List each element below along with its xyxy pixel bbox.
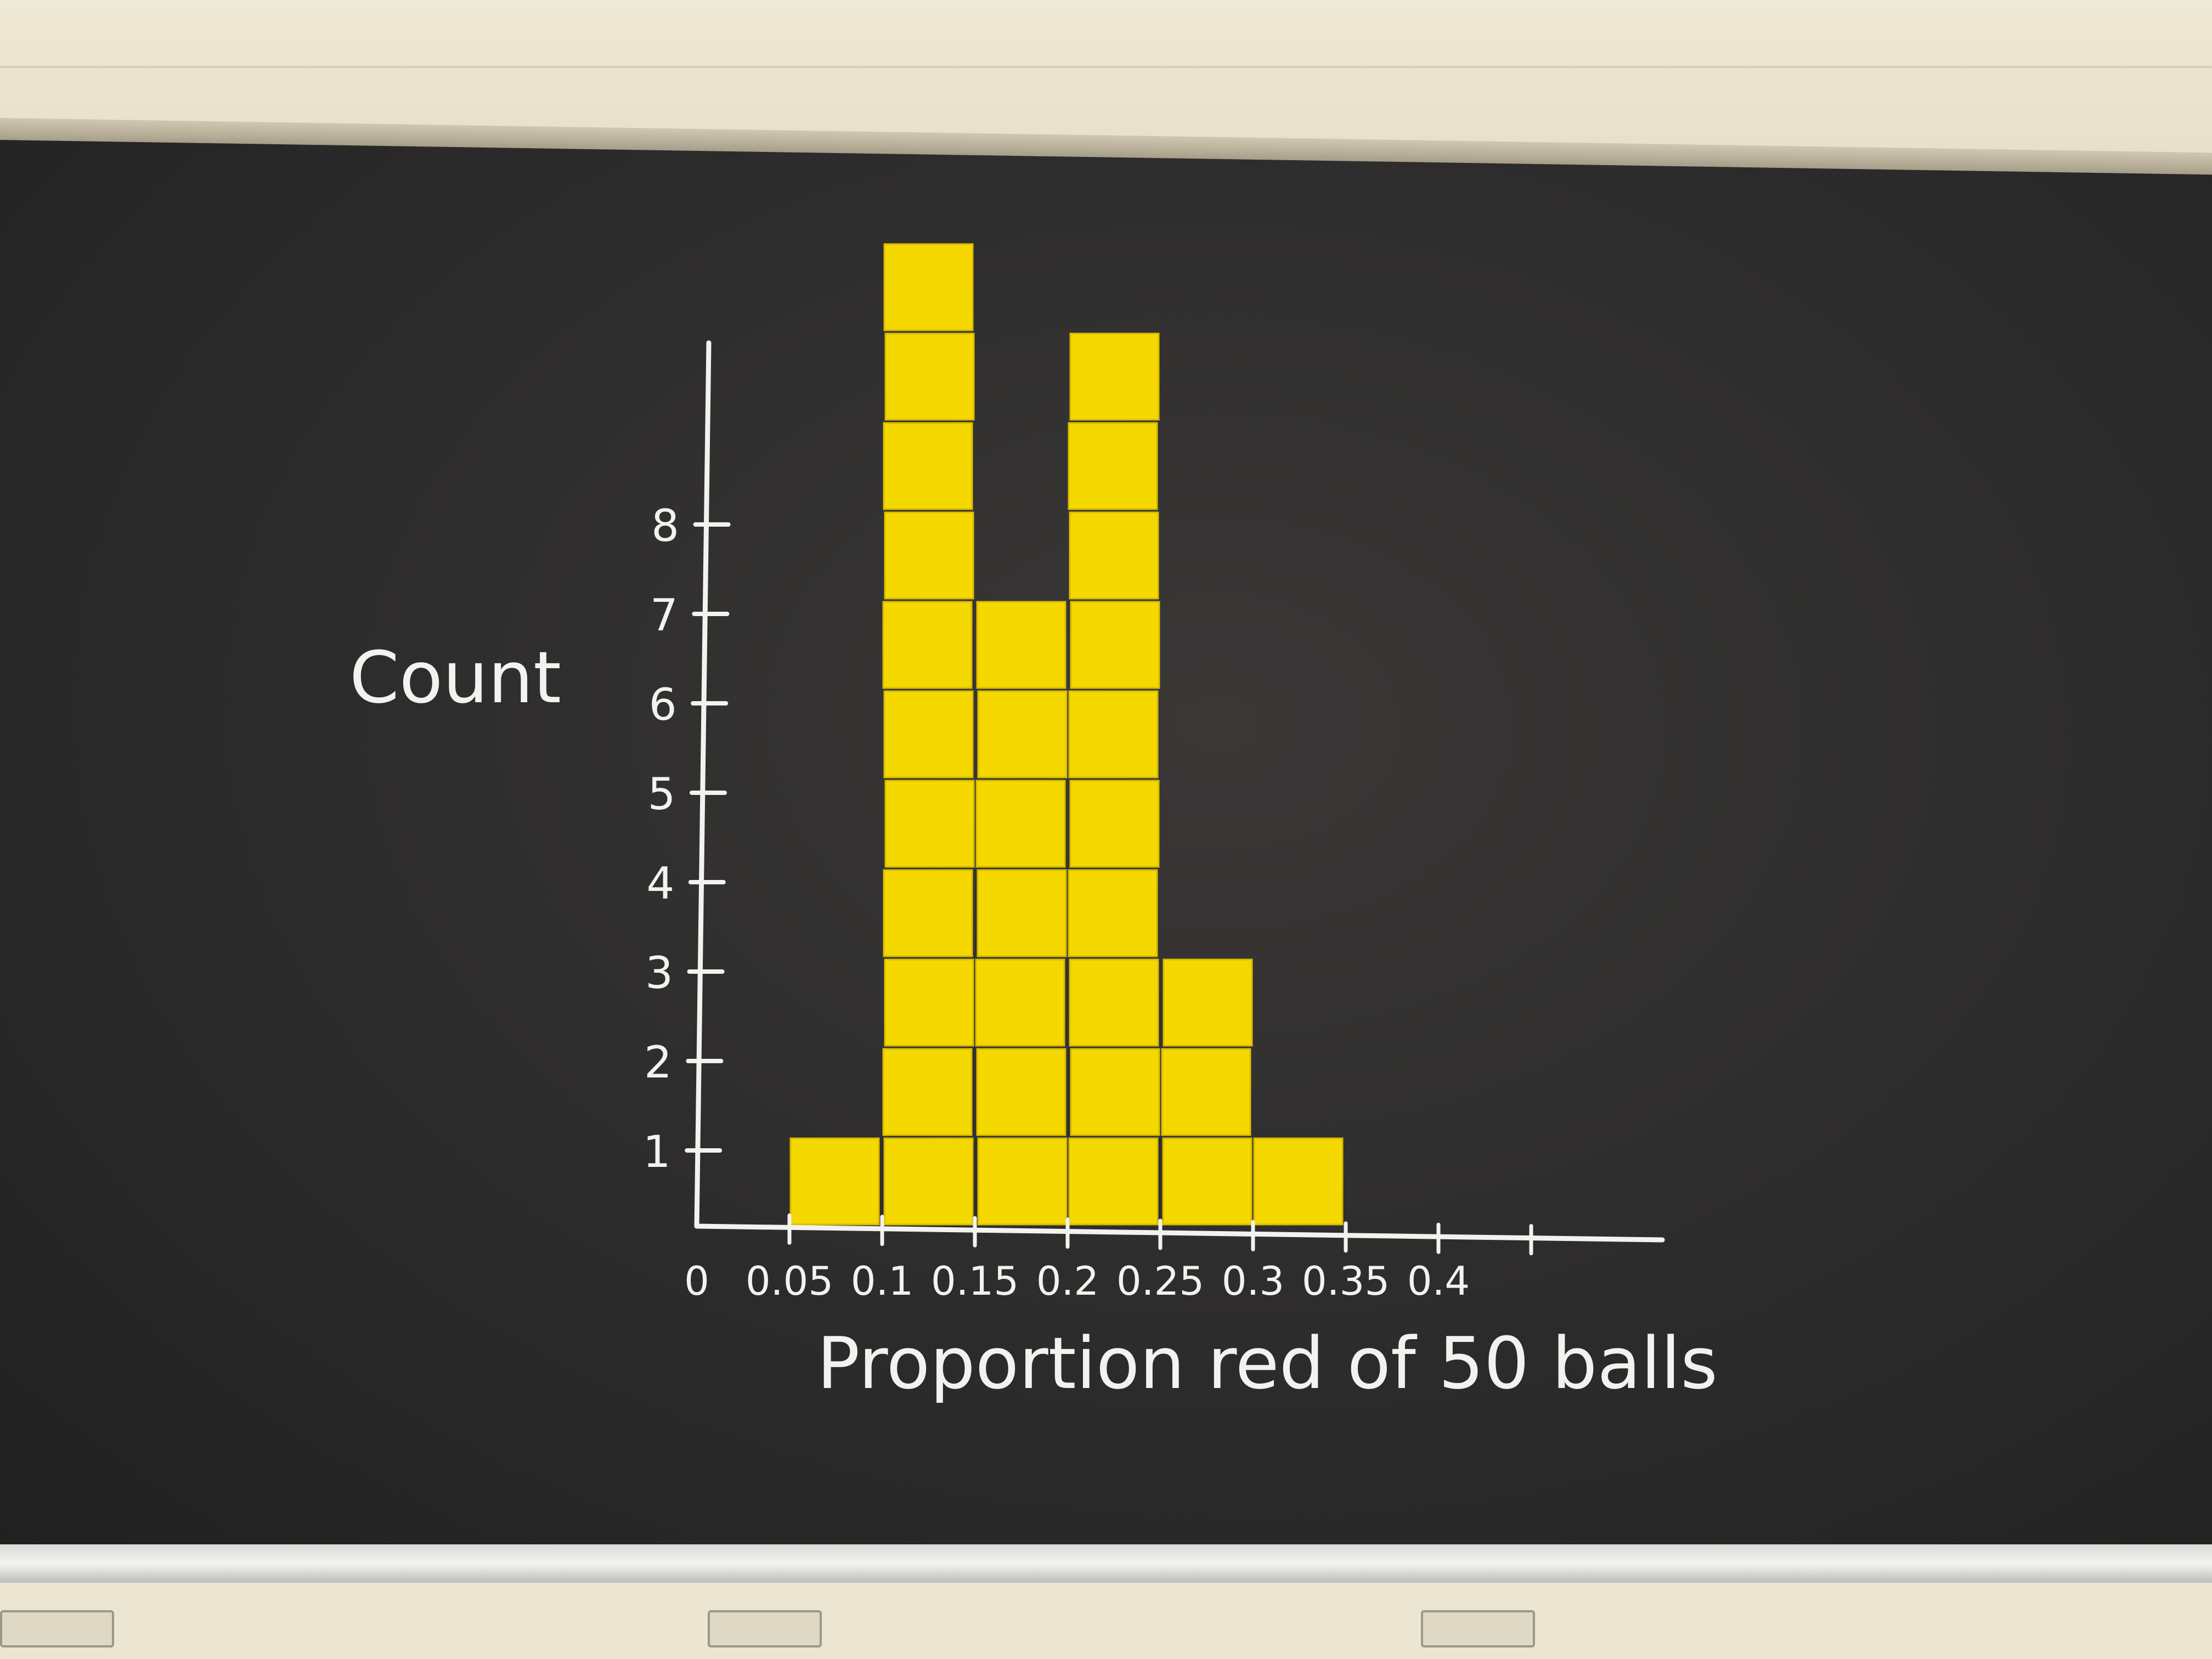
y-tick-label: 6 bbox=[649, 679, 677, 730]
histogram-bar bbox=[1161, 958, 1253, 1226]
x-tick-label: 0.2 bbox=[1036, 1258, 1099, 1304]
sticky-note bbox=[977, 869, 1067, 957]
x-axis-label: Proportion red of 50 balls bbox=[817, 1322, 1718, 1405]
histogram-bar bbox=[975, 601, 1068, 1226]
histogram-bars bbox=[789, 243, 1344, 1226]
sticky-note bbox=[884, 511, 974, 600]
sticky-note bbox=[1070, 601, 1160, 689]
x-tick-label: 0.35 bbox=[1302, 1258, 1390, 1304]
sticky-note bbox=[975, 958, 1065, 1047]
wall-outlet bbox=[0, 1610, 114, 1647]
sticky-note bbox=[1068, 1137, 1159, 1226]
sticky-note bbox=[884, 332, 975, 421]
wall-outlet bbox=[708, 1610, 822, 1647]
sticky-note bbox=[976, 1048, 1066, 1136]
x-axis-ticks: 0 0.05 0.1 0.15 0.2 0.25 0.3 0.35 0.4 bbox=[684, 1213, 1533, 1304]
sticky-note bbox=[975, 780, 1066, 868]
y-tick-label: 7 bbox=[650, 590, 678, 641]
sticky-note bbox=[1069, 958, 1159, 1047]
sticky-note bbox=[883, 869, 973, 957]
wall-mortar-line bbox=[0, 66, 2212, 68]
sticky-note bbox=[1253, 1137, 1344, 1226]
sticky-note bbox=[883, 1137, 974, 1226]
chart-axes bbox=[694, 340, 1665, 1243]
y-axis-ticks: 1 2 3 4 5 6 7 8 bbox=[643, 500, 731, 1177]
sticky-note bbox=[883, 243, 974, 331]
y-axis-label: Count bbox=[349, 636, 561, 719]
x-axis-line bbox=[694, 1223, 1665, 1243]
sticky-note bbox=[1068, 690, 1159, 778]
sticky-note bbox=[882, 601, 973, 689]
sticky-note bbox=[1069, 780, 1160, 868]
lower-wall bbox=[0, 1583, 2212, 1659]
sticky-note bbox=[977, 690, 1068, 778]
y-tick-label: 2 bbox=[644, 1037, 672, 1088]
sticky-note bbox=[1161, 1048, 1251, 1136]
y-tick-label: 1 bbox=[643, 1126, 671, 1177]
histogram-bar bbox=[789, 1137, 880, 1226]
y-tick-label: 8 bbox=[651, 500, 679, 551]
sticky-note bbox=[976, 601, 1066, 689]
histogram-bar bbox=[1068, 332, 1160, 1226]
sticky-note bbox=[1163, 958, 1253, 1047]
y-tick-label: 4 bbox=[646, 858, 674, 909]
sticky-note bbox=[977, 1137, 1068, 1226]
x-tick-label: 0.4 bbox=[1407, 1258, 1470, 1304]
x-tick-label: 0.15 bbox=[931, 1258, 1019, 1304]
sticky-note bbox=[1162, 1137, 1252, 1226]
x-tick-label: 0 bbox=[684, 1258, 709, 1304]
sticky-note bbox=[1070, 1048, 1160, 1136]
y-axis-line bbox=[694, 340, 712, 1229]
x-tick-label: 0.05 bbox=[746, 1258, 833, 1304]
histogram-bar bbox=[1253, 1137, 1344, 1226]
sticky-note bbox=[883, 422, 973, 510]
sticky-note bbox=[883, 690, 974, 778]
chalk-tray bbox=[0, 1544, 2212, 1583]
sticky-note bbox=[1068, 422, 1158, 510]
wall-outlet bbox=[1421, 1610, 1535, 1647]
sticky-note bbox=[884, 780, 975, 868]
sticky-note bbox=[789, 1137, 880, 1226]
y-tick-label: 5 bbox=[648, 769, 676, 820]
y-tick-label: 3 bbox=[645, 947, 673, 998]
sticky-note bbox=[1069, 332, 1160, 421]
histogram-bar bbox=[882, 243, 975, 1226]
sticky-note bbox=[884, 958, 974, 1047]
x-tick-label: 0.25 bbox=[1116, 1258, 1204, 1304]
x-tick-label: 0.1 bbox=[851, 1258, 914, 1304]
sticky-note bbox=[1068, 869, 1158, 957]
x-tick-label: 0.3 bbox=[1222, 1258, 1285, 1304]
sticky-note bbox=[882, 1048, 973, 1136]
sticky-note bbox=[1069, 511, 1159, 600]
